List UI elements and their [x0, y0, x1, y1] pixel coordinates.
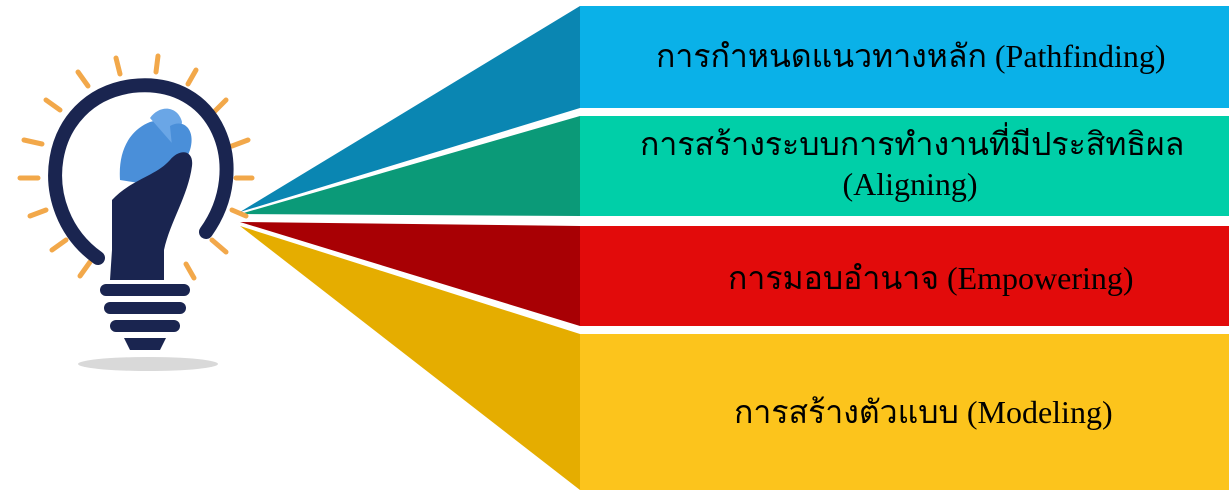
label-aligning-line2: (Aligning) — [842, 166, 978, 202]
bar-aligning — [580, 116, 1229, 216]
bar-empowering — [580, 226, 1229, 326]
wedge-aligning — [240, 116, 580, 216]
bar-modeling — [580, 334, 1229, 490]
wedge-empowering — [240, 222, 580, 326]
lightbulb-hand-icon — [17, 53, 255, 371]
label-modeling: การสร้างตัวแบบ (Modeling) — [734, 394, 1113, 430]
wedge-modeling — [240, 226, 580, 490]
label-aligning-line1: การสร้างระบบการทำงานที่มีประสิทธิผล — [640, 126, 1185, 162]
bar-pathfinding — [580, 6, 1229, 108]
wedge-pathfinding — [240, 6, 580, 212]
label-aligning: การสร้างระบบการทำงานที่มีประสิทธิผล (Ali… — [640, 124, 1185, 204]
label-empowering: การมอบอำนาจ (Empowering) — [728, 260, 1134, 296]
label-pathfinding: การกำหนดแนวทางหลัก (Pathfinding) — [656, 38, 1166, 74]
